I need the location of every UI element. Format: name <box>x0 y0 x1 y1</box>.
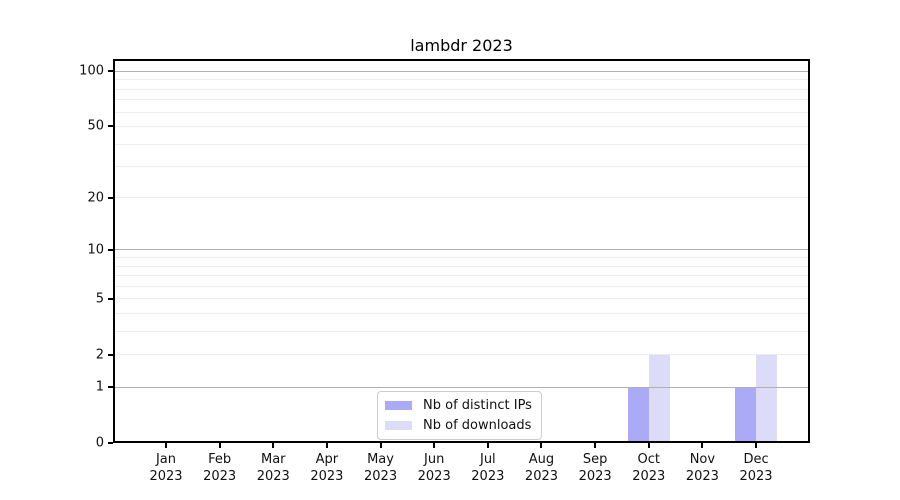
y-tick-label: 0 <box>95 435 104 451</box>
legend-label-downloads: Nb of downloads <box>423 418 532 433</box>
x-tick-label: Jan 2023 <box>149 452 183 484</box>
y-tick-mark <box>108 125 113 128</box>
x-tick-mark <box>379 443 382 448</box>
bar-oct-distinct-ips <box>627 387 649 443</box>
x-tick-label: Feb 2023 <box>203 452 237 484</box>
x-tick-label: Aug 2023 <box>524 452 559 484</box>
y-gridline-minor <box>113 125 810 127</box>
x-tick-label: Jun 2023 <box>417 452 451 484</box>
x-tick-label: Sep 2023 <box>578 452 612 484</box>
bar-dec-distinct-ips <box>735 387 757 443</box>
y-tick-label: 50 <box>87 118 104 134</box>
y-tick-mark <box>108 248 113 251</box>
y-gridline-major <box>113 249 810 251</box>
top-spine <box>113 59 810 61</box>
legend: Nb of distinct IPs Nb of downloads <box>377 391 542 440</box>
x-tick-mark <box>647 443 650 448</box>
y-gridline-minor <box>113 88 810 90</box>
y-tick-label: 5 <box>95 291 104 307</box>
y-gridline-minor <box>113 143 810 145</box>
y-gridline-minor <box>113 166 810 168</box>
y-tick-mark <box>108 442 113 444</box>
y-tick-label: 20 <box>87 190 104 206</box>
chart-title: lambdr 2023 <box>410 36 513 55</box>
x-tick-label: Dec 2023 <box>739 452 773 484</box>
x-tick-label: Apr 2023 <box>310 452 344 484</box>
y-gridline-minor <box>113 285 810 287</box>
y-gridline-minor <box>113 298 810 300</box>
y-gridline-minor <box>113 197 810 199</box>
x-tick-mark <box>165 443 167 448</box>
x-tick-mark <box>594 443 597 448</box>
x-tick-label: Mar 2023 <box>256 452 290 484</box>
y-gridline-major <box>113 386 810 388</box>
y-tick-label: 10 <box>87 242 104 258</box>
x-tick-mark <box>272 443 275 448</box>
y-gridline-minor <box>113 330 810 332</box>
x-tick-mark <box>755 443 758 448</box>
legend-swatch-downloads <box>385 421 412 430</box>
x-tick-mark <box>540 443 543 448</box>
x-tick-mark <box>486 443 489 448</box>
x-tick-label: Oct 2023 <box>632 452 666 484</box>
y-gridline-minor <box>113 265 810 267</box>
y-tick-label: 1 <box>95 379 104 395</box>
plot-area: Nb of distinct IPs Nb of downloads 0 1 2 5 1… <box>79 59 810 484</box>
y-gridline-minor <box>113 257 810 259</box>
bottom-spine <box>113 441 810 443</box>
left-spine <box>113 59 115 443</box>
y-gridline-minor <box>113 354 810 356</box>
y-tick-label: 100 <box>79 63 104 79</box>
x-tick-label: May 2023 <box>364 452 398 484</box>
y-tick-mark <box>108 353 113 356</box>
right-spine <box>808 59 810 443</box>
legend-item-distinct-ips: Nb of distinct IPs <box>385 396 532 415</box>
y-gridline-minor <box>113 111 810 113</box>
y-tick-label: 2 <box>95 347 104 363</box>
x-tick-mark <box>325 443 328 448</box>
legend-label-distinct-ips: Nb of distinct IPs <box>423 398 532 413</box>
x-tick-mark <box>701 443 704 448</box>
y-gridline-minor <box>113 79 810 81</box>
y-gridline-minor <box>113 312 810 314</box>
x-tick-mark <box>218 443 221 448</box>
x-tick-label: Nov 2023 <box>685 452 719 484</box>
legend-item-downloads: Nb of downloads <box>385 416 532 435</box>
bar-dec-downloads <box>756 354 778 443</box>
bar-oct-downloads <box>648 354 670 443</box>
y-tick-mark <box>108 70 113 73</box>
y-tick-mark <box>108 196 113 199</box>
y-gridline-minor <box>113 99 810 101</box>
y-tick-mark <box>108 297 113 300</box>
legend-swatch-distinct-ips <box>385 401 412 410</box>
x-tick-mark <box>433 443 436 448</box>
y-tick-mark <box>108 386 113 389</box>
y-gridline-minor <box>113 275 810 277</box>
x-tick-label: Jul 2023 <box>471 452 505 484</box>
y-gridline-major <box>113 70 810 72</box>
